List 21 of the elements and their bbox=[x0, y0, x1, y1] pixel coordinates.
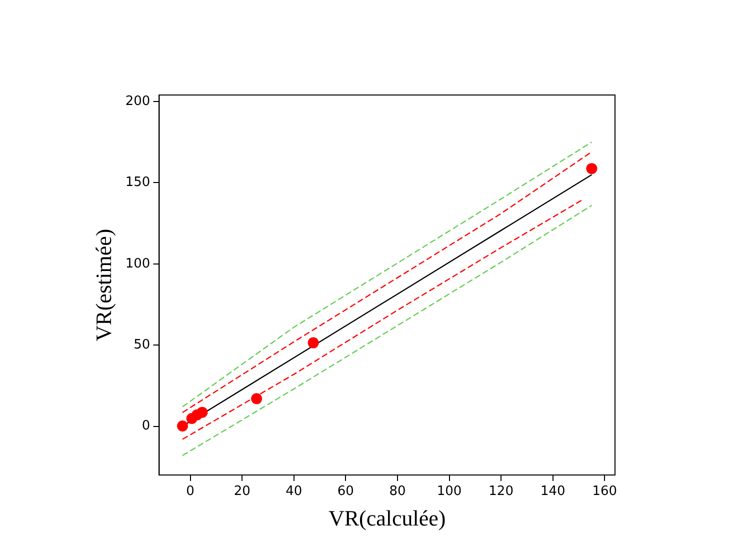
y-tick-label: 150 bbox=[125, 175, 150, 190]
x-tick-label: 40 bbox=[286, 484, 302, 500]
x-tick-label: 0 bbox=[186, 484, 194, 500]
y-axis-title: VR(estimée) bbox=[90, 228, 116, 342]
x-tick-label: 140 bbox=[540, 484, 566, 500]
x-tick-label: 20 bbox=[234, 484, 250, 500]
point bbox=[308, 337, 319, 348]
point bbox=[177, 420, 188, 432]
x-tick-label: 120 bbox=[488, 484, 514, 500]
point bbox=[196, 406, 208, 418]
y-tick-label: 200 bbox=[125, 94, 150, 109]
x-tick-label: 100 bbox=[436, 484, 462, 500]
point bbox=[586, 163, 598, 174]
point bbox=[251, 393, 262, 404]
y-tick-label: 50 bbox=[134, 337, 150, 352]
x-tick-label: 60 bbox=[337, 484, 354, 500]
x-axis-title: VR(calculée) bbox=[328, 506, 446, 531]
x-tick-label: 160 bbox=[592, 484, 618, 500]
x-tick-label: 80 bbox=[389, 484, 406, 500]
y-tick-label: 0 bbox=[142, 418, 150, 434]
y-tick-label: 100 bbox=[125, 256, 150, 272]
